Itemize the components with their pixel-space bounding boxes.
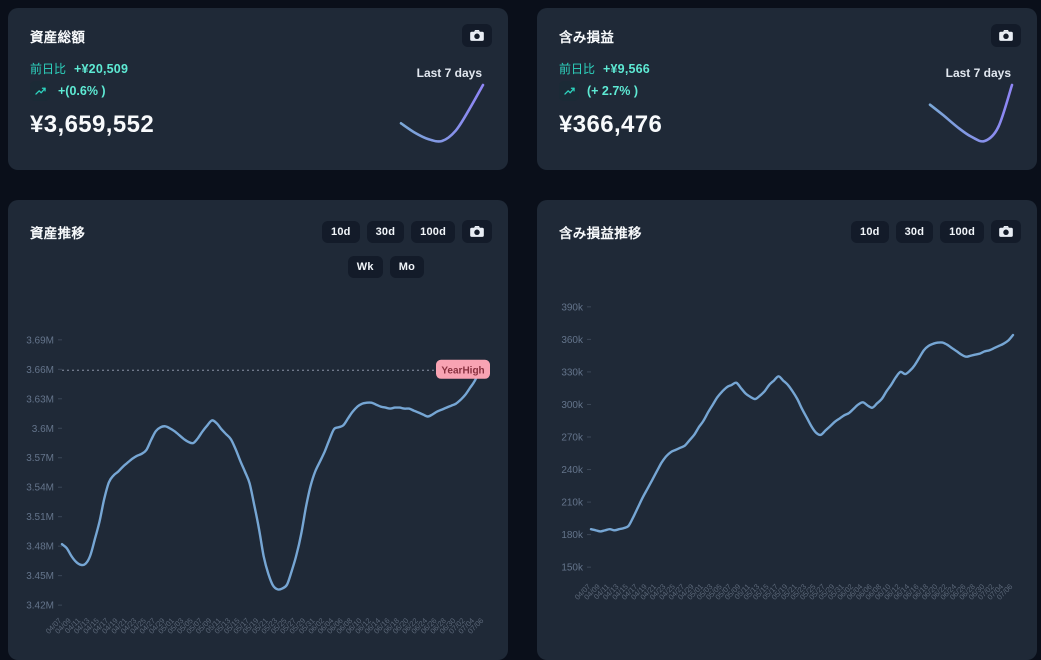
unrealized-pl-sparkline (928, 83, 1014, 143)
range-100d-button[interactable]: 100d (411, 220, 455, 243)
unrealized-pl-value: ¥366,476 (559, 111, 663, 138)
range-controls: 10d 30d 100d (851, 220, 1021, 243)
svg-text:390k: 390k (561, 302, 584, 313)
svg-text:3.63M: 3.63M (26, 394, 54, 405)
unrealized-pl-card: 含み損益 Last 7 days 前日比 +¥9,566 (537, 8, 1037, 170)
svg-text:3.45M: 3.45M (26, 571, 54, 582)
range-30d-button[interactable]: 30d (366, 220, 405, 243)
range-row: 10d 30d 100d (851, 220, 1021, 243)
change-percent: +(0.6% ) (58, 84, 106, 98)
camera-icon[interactable] (462, 24, 492, 47)
change-row: 前日比 +¥20,509 (30, 60, 486, 77)
change-value: +¥20,509 (74, 61, 129, 76)
camera-icon[interactable] (991, 24, 1021, 47)
change-row: 前日比 +¥9,566 (559, 60, 1015, 77)
camera-icon[interactable] (462, 220, 492, 243)
total-assets-card: 資産総額 Last 7 days 前日比 +¥20,509 (8, 8, 508, 170)
asset-history-card: 資産推移 10d 30d 100d Wk Mo 3.42M 3.45M 3.48M (8, 200, 508, 660)
svg-text:150k: 150k (561, 563, 584, 574)
svg-text:3.54M: 3.54M (26, 483, 54, 494)
period-row: Wk Mo (347, 256, 424, 278)
range-30d-button[interactable]: 30d (895, 220, 934, 243)
camera-glyph (470, 29, 484, 41)
svg-text:3.69M: 3.69M (26, 335, 54, 346)
pl-history-card: 含み損益推移 10d 30d 100d 150k 180k 210k 240k 270k… (537, 200, 1037, 660)
range-row: 10d 30d 100d (322, 220, 492, 243)
asset-history-title: 資産推移 (30, 226, 86, 241)
range-mo-button[interactable]: Mo (389, 256, 424, 278)
change-value: +¥9,566 (603, 61, 650, 76)
svg-text:3.57M: 3.57M (26, 453, 54, 464)
svg-text:180k: 180k (561, 530, 584, 541)
svg-text:3.51M: 3.51M (26, 512, 54, 523)
svg-text:240k: 240k (561, 465, 584, 476)
svg-text:YearHigh: YearHigh (441, 365, 484, 376)
unrealized-pl-title: 含み損益 (559, 30, 615, 45)
camera-glyph (470, 225, 484, 237)
svg-text:3.6M: 3.6M (32, 424, 54, 435)
svg-text:210k: 210k (561, 498, 584, 509)
camera-icon[interactable] (991, 220, 1021, 243)
range-wk-button[interactable]: Wk (347, 256, 383, 278)
camera-glyph (999, 29, 1013, 41)
trend-up-icon (30, 81, 50, 101)
change-percent: (+ 2.7% ) (587, 84, 639, 98)
pl-history-chart[interactable]: 150k180k210k240k270k300k330k360k390k04/0… (545, 278, 1029, 638)
trend-up-icon (559, 81, 579, 101)
svg-text:3.66M: 3.66M (26, 365, 54, 376)
range-10d-button[interactable]: 10d (322, 220, 360, 243)
camera-glyph (999, 225, 1013, 237)
svg-text:3.42M: 3.42M (26, 601, 54, 612)
change-block: 前日比 +¥20,509 +(0.6% ) (30, 60, 486, 101)
total-assets-sparkline (399, 83, 485, 143)
asset-history-chart[interactable]: 3.42M 3.45M 3.48M 3.51M 3.54M 3.57M 3.6M 3.63M 3… (16, 312, 500, 660)
total-assets-value: ¥3,659,552 (30, 111, 155, 138)
change-label: 前日比 (559, 62, 596, 76)
change-block: 前日比 +¥9,566 (+ 2.7% ) (559, 60, 1015, 101)
svg-text:3.48M: 3.48M (26, 542, 54, 553)
change-label: 前日比 (30, 62, 67, 76)
svg-text:330k: 330k (561, 367, 584, 378)
svg-text:300k: 300k (561, 400, 584, 411)
period-label: Last 7 days (945, 66, 1011, 80)
svg-text:270k: 270k (561, 433, 584, 444)
svg-text:360k: 360k (561, 335, 584, 346)
change-row: +(0.6% ) (30, 81, 486, 101)
range-controls: 10d 30d 100d Wk Mo (322, 220, 492, 278)
range-10d-button[interactable]: 10d (851, 220, 889, 243)
change-row: (+ 2.7% ) (559, 81, 1015, 101)
pl-history-title: 含み損益推移 (559, 226, 642, 241)
period-label: Last 7 days (416, 66, 482, 80)
range-100d-button[interactable]: 100d (940, 220, 984, 243)
total-assets-title: 資産総額 (30, 30, 86, 45)
